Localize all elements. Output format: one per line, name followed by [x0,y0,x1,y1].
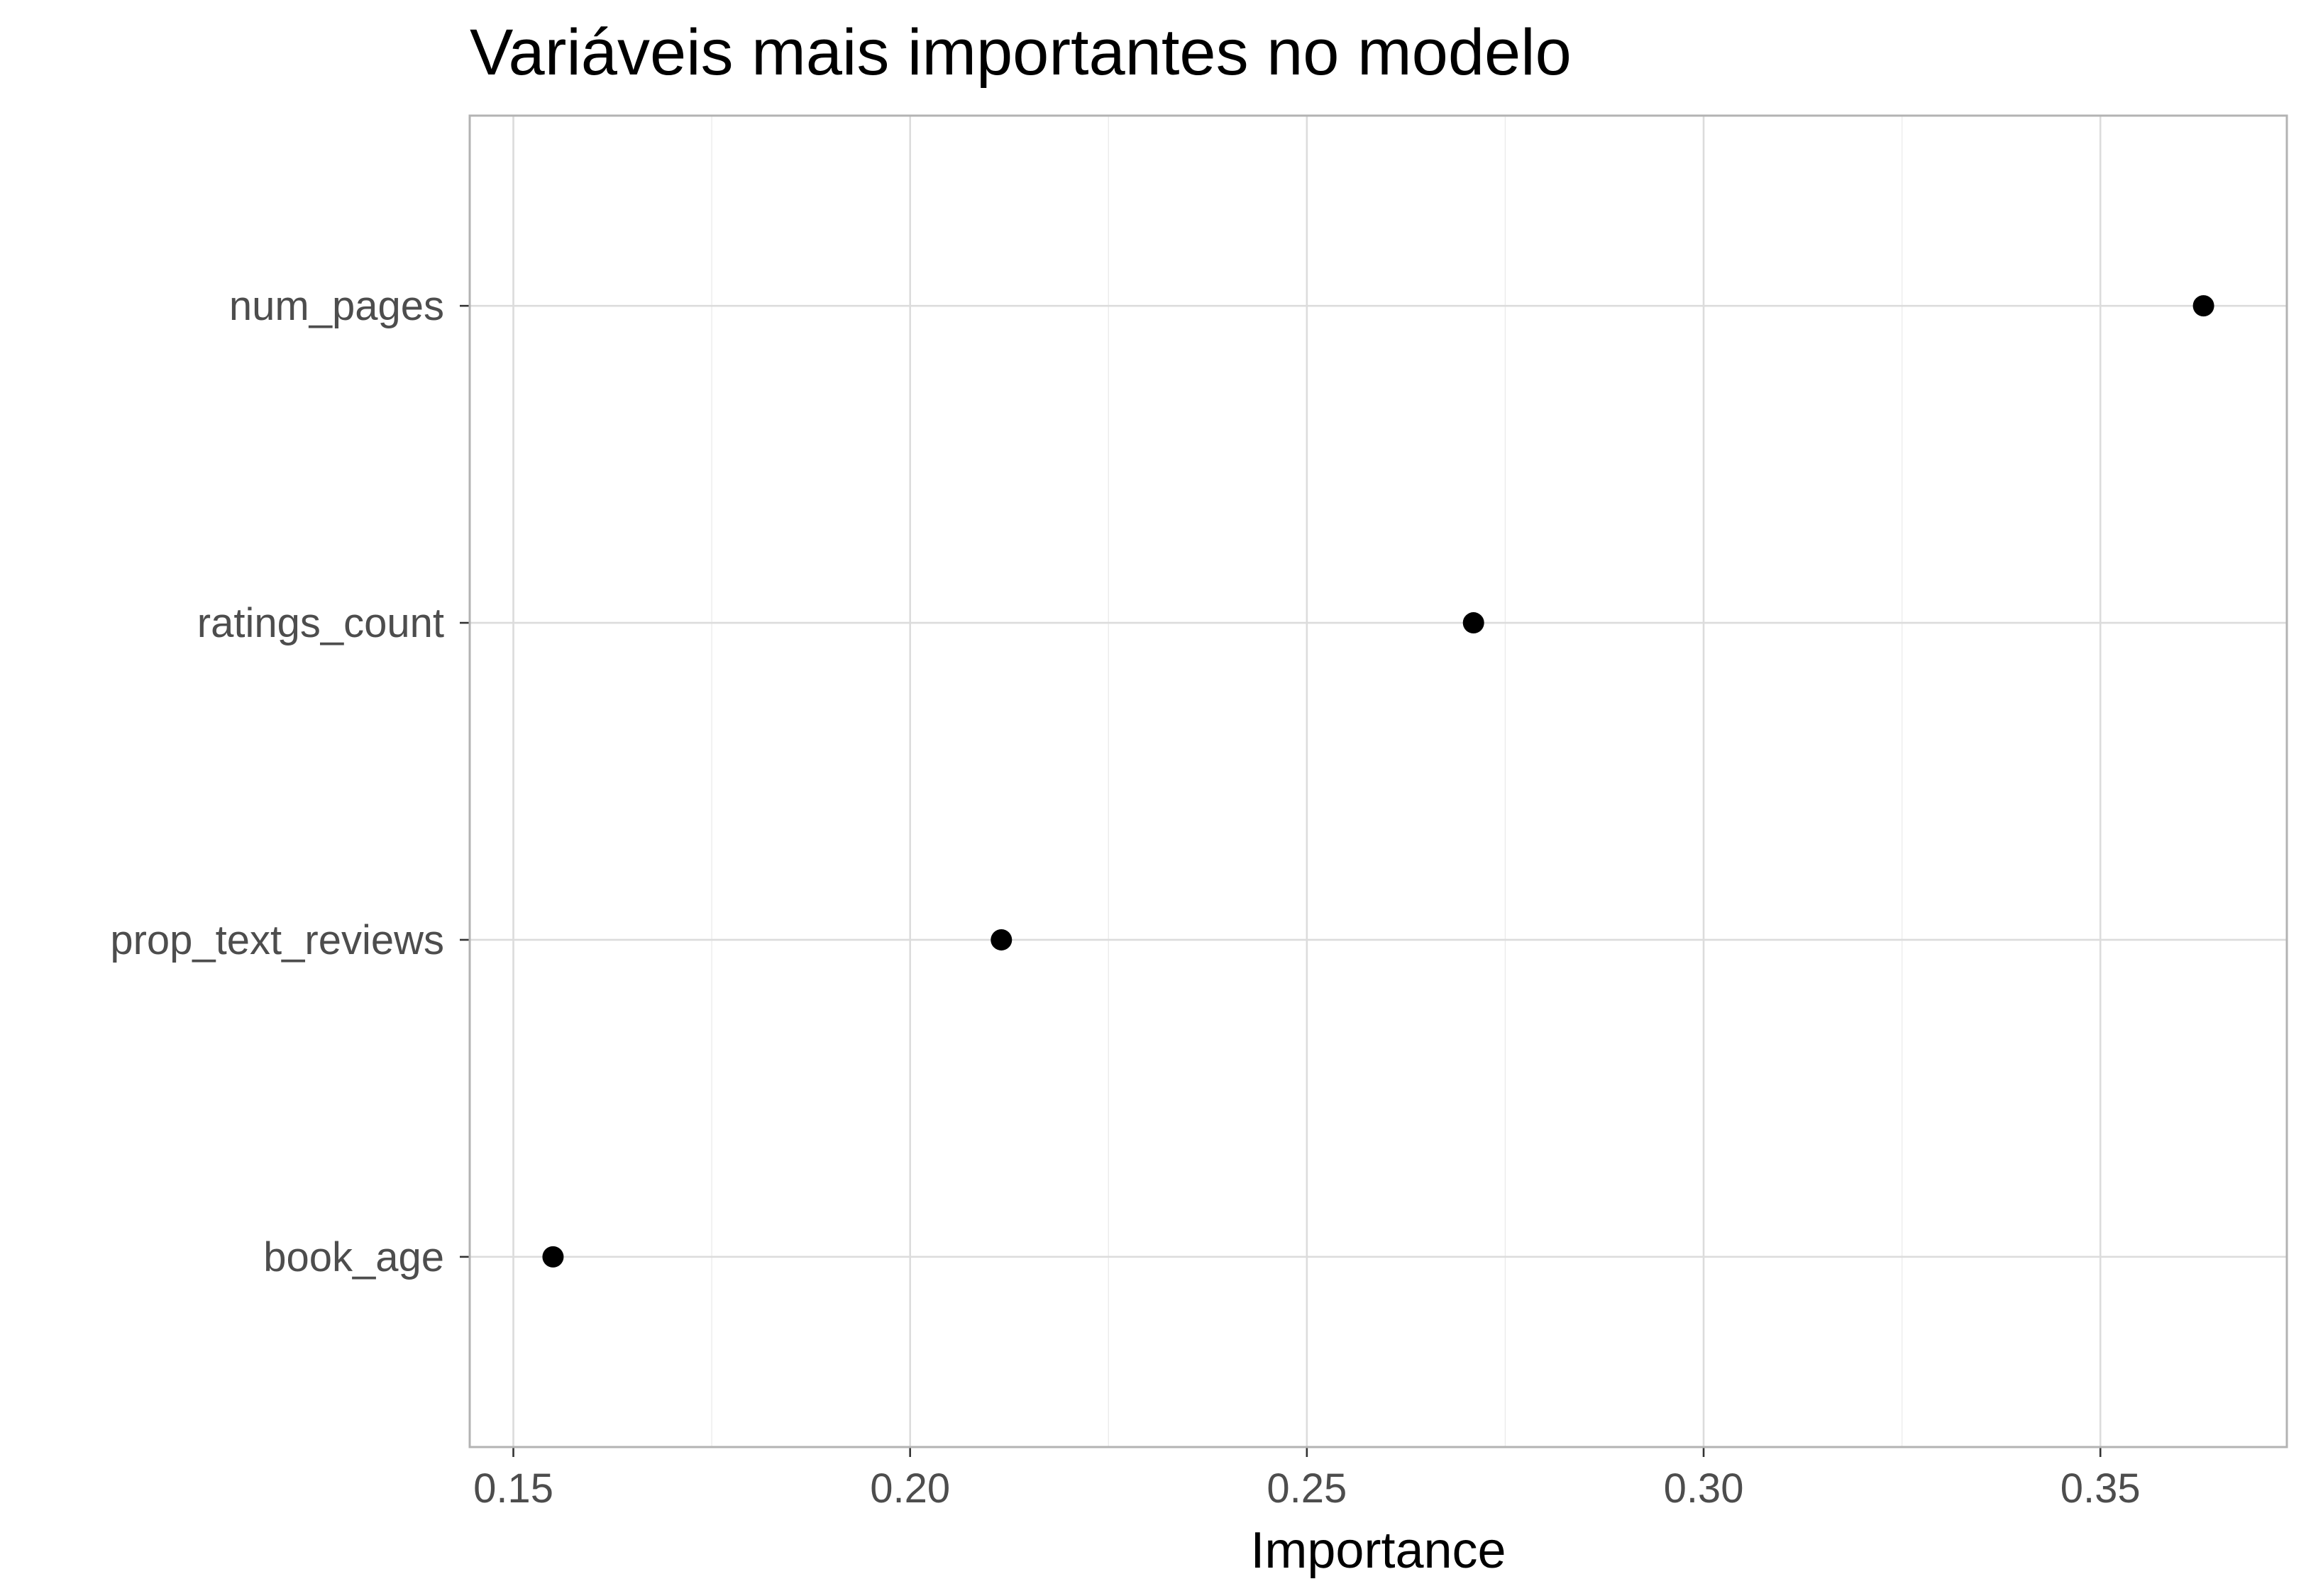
y-tick-label-prop-text-reviews: prop_text_reviews [110,917,444,963]
x-tick-label: 0.35 [2060,1465,2141,1512]
x-tick-label: 0.30 [1664,1465,1744,1512]
chart-title: Variáveis mais importantes no modelo [470,16,1572,89]
x-tick-label: 0.20 [870,1465,950,1512]
x-tick-label: 0.15 [473,1465,553,1512]
point-ratings-count [1462,612,1484,634]
tick-layer [460,304,2102,1457]
point-num-pages [2192,295,2214,317]
point-book-age [542,1246,564,1268]
panel-border [468,114,2288,1448]
point-prop-text-reviews [991,929,1013,951]
y-tick-label-num-pages: num_pages [229,283,444,329]
y-tick-label-book-age: book_age [263,1234,444,1280]
point-layer [542,295,2214,1268]
y-tick-label-ratings-count: ratings_count [197,600,444,646]
x-axis-title: Importance [1250,1522,1506,1579]
tick-label-layer: 0.15 0.20 0.25 0.30 0.35 num_pages ratings_cou… [110,283,2140,1512]
grid-layer [470,116,2287,1447]
x-tick-label: 0.25 [1267,1465,1347,1512]
